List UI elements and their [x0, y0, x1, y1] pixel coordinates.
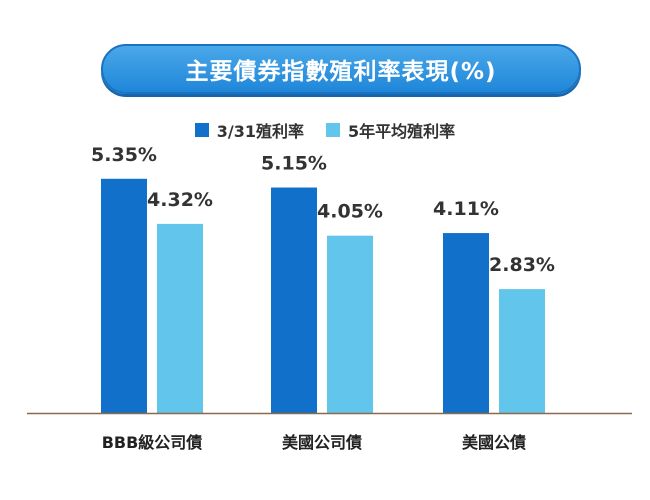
- data-label-2-2: 4.05%: [317, 201, 383, 223]
- bar-2-3: [499, 289, 545, 413]
- chart-title-banner: 主要債券指數殖利率表現(%): [101, 44, 581, 94]
- data-label-2-3: 2.83%: [489, 254, 555, 276]
- data-label-1-2: 5.15%: [261, 153, 327, 175]
- legend-item-series-1: 3/31殖利率: [194, 118, 305, 142]
- chart-legend: 3/31殖利率 5年平均殖利率: [0, 118, 650, 142]
- bar-2-1: [157, 223, 203, 413]
- legend-item-series-2: 5年平均殖利率: [326, 118, 455, 142]
- chart-title: 主要債券指數殖利率表現(%): [185, 59, 497, 85]
- legend-swatch-series-2: [326, 123, 341, 137]
- legend-label-series-2: 5年平均殖利率: [348, 122, 456, 141]
- bar-1-2: [271, 187, 317, 413]
- category-label-2: 美國公司債: [282, 433, 362, 452]
- legend-swatch-series-1: [194, 123, 209, 137]
- bar-2-2: [327, 235, 373, 413]
- data-label-2-1: 4.32%: [147, 189, 213, 211]
- legend-label-series-1: 3/31殖利率: [216, 122, 305, 141]
- category-label-3: 美國公債: [462, 433, 526, 452]
- data-label-1-1: 5.35%: [91, 144, 157, 166]
- category-label-1: BBB級公司債: [102, 433, 203, 452]
- data-label-1-3: 4.11%: [433, 198, 499, 220]
- bar-1-1: [101, 178, 147, 413]
- bar-1-3: [443, 233, 489, 413]
